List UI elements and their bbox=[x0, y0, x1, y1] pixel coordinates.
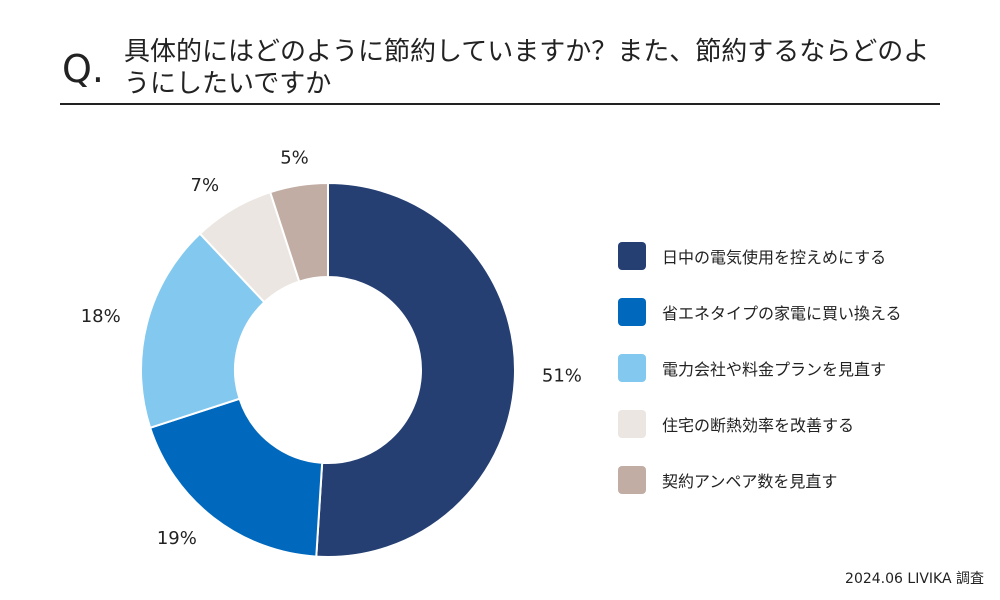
legend-item: 省エネタイプの家電に買い換える bbox=[618, 284, 902, 340]
slice-label-5: 5% bbox=[280, 148, 309, 169]
legend-label: 省エネタイプの家電に買い換える bbox=[662, 304, 902, 323]
legend-label: 住宅の断熱効率を改善する bbox=[662, 416, 855, 435]
donut-slice-3 bbox=[140, 232, 266, 430]
title-divider bbox=[60, 103, 940, 105]
legend-label: 日中の電気使用を控えめにする bbox=[662, 248, 887, 267]
legend-label: 契約アンペア数を見直す bbox=[662, 472, 838, 491]
legend-swatch bbox=[618, 298, 646, 326]
legend-item: 日中の電気使用を控えめにする bbox=[618, 228, 902, 284]
legend-swatch bbox=[618, 466, 646, 494]
legend-item: 住宅の断熱効率を改善する bbox=[618, 396, 902, 452]
legend-label: 電力会社や料金プランを見直す bbox=[662, 360, 887, 379]
slice-label-4: 7% bbox=[191, 175, 220, 196]
slice-label-1: 51% bbox=[542, 366, 582, 387]
legend-swatch bbox=[618, 410, 646, 438]
donut-slice-2 bbox=[148, 397, 324, 558]
donut-slice-1 bbox=[315, 181, 516, 558]
slice-label-2: 19% bbox=[157, 528, 197, 549]
question-mark-label: Q. bbox=[62, 47, 104, 91]
donut-slice-5 bbox=[268, 181, 329, 283]
source-note: 2024.06 LIVIKA 調査 bbox=[845, 571, 984, 587]
chart-legend: 日中の電気使用を控えめにする 省エネタイプの家電に買い換える 電力会社や料金プランを… bbox=[618, 228, 902, 508]
slice-label-3: 18% bbox=[81, 306, 121, 327]
legend-item: 電力会社や料金プランを見直す bbox=[618, 340, 902, 396]
legend-item: 契約アンペア数を見直す bbox=[618, 452, 902, 508]
legend-swatch bbox=[618, 242, 646, 270]
legend-swatch bbox=[618, 354, 646, 382]
page-title: 具体的にはどのように節約していますか？また、節約するならどのようにしたいですか bbox=[124, 37, 930, 99]
